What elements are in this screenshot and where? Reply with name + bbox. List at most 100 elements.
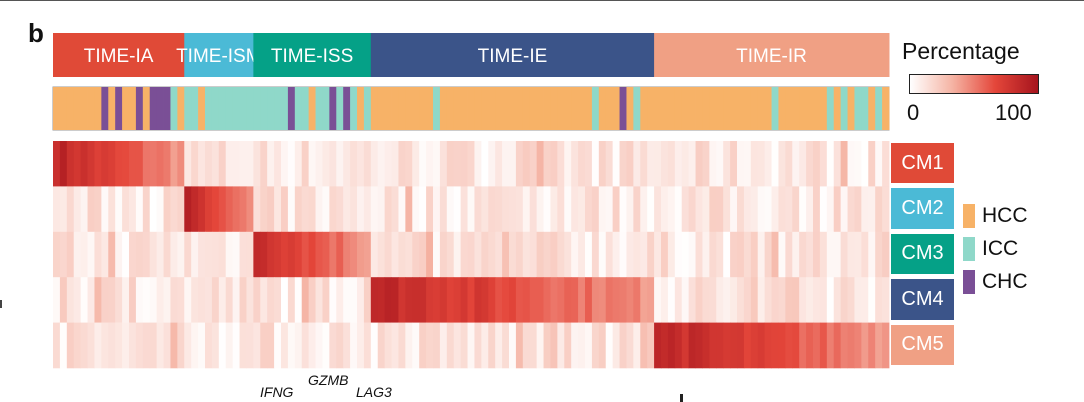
- heatmap-cell: [163, 141, 171, 187]
- heatmap-cell: [495, 231, 503, 278]
- heatmap-cell: [557, 231, 565, 278]
- heatmap-cell: [598, 277, 607, 323]
- heatmap-cell: [108, 231, 116, 278]
- heatmap-cell: [833, 322, 842, 369]
- heatmap-cell: [702, 186, 710, 233]
- heatmap-cell: [605, 277, 614, 323]
- heatmap-cell: [433, 186, 441, 233]
- heatmap-cell: [66, 231, 75, 278]
- type-cell: [115, 87, 123, 130]
- heatmap-cell: [301, 322, 310, 369]
- heatmap-cell: [799, 186, 807, 233]
- heatmap-cell: [799, 231, 807, 278]
- heatmap-cell: [467, 322, 475, 369]
- edge-tick-mark: [0, 300, 2, 308]
- heatmap-cell: [363, 277, 372, 323]
- heatmap-cell: [267, 231, 275, 278]
- heatmap-cell: [439, 277, 448, 323]
- heatmap-cell: [792, 231, 800, 278]
- type-cell: [743, 87, 752, 130]
- heatmap-cell: [619, 322, 627, 369]
- heatmap-cell: [474, 231, 482, 278]
- heatmap-cell: [654, 277, 662, 323]
- heatmap-cell: [591, 186, 600, 233]
- heatmap-cell: [377, 277, 386, 323]
- heatmap-cell: [225, 141, 234, 187]
- heatmap-cell: [453, 186, 462, 233]
- type-cell: [605, 87, 614, 130]
- heatmap-cell: [564, 141, 572, 187]
- heatmap-cell: [543, 186, 551, 233]
- group-bar-time-ir: [654, 33, 890, 77]
- heatmap-cell: [771, 141, 779, 187]
- type-cell: [522, 87, 531, 130]
- heatmap-cell: [232, 186, 240, 233]
- heatmap-cell: [536, 322, 544, 369]
- heatmap-cell: [495, 186, 503, 233]
- heatmap-cell: [661, 141, 669, 187]
- heatmap-cell: [764, 277, 772, 323]
- heatmap-cell: [709, 186, 717, 233]
- type-cell: [667, 87, 676, 130]
- heatmap-cell: [281, 322, 289, 369]
- heatmap-cell: [854, 277, 862, 323]
- heatmap-cell: [73, 186, 82, 233]
- type-cell: [384, 87, 392, 130]
- type-cell: [191, 87, 199, 130]
- group-label-time-iss: TIME-ISS: [271, 46, 353, 67]
- type-cell: [778, 87, 786, 130]
- heatmap-cell: [799, 322, 807, 369]
- heatmap-cell: [391, 231, 399, 278]
- type-cell: [398, 87, 406, 130]
- heatmap-cell: [322, 231, 330, 278]
- heatmap-cell: [730, 231, 738, 278]
- heatmap-cell: [826, 141, 835, 187]
- heatmap-cell: [847, 141, 855, 187]
- heatmap-cell: [598, 141, 607, 187]
- heatmap-cell: [819, 186, 828, 233]
- type-cell: [391, 87, 399, 130]
- heatmap-cell: [571, 186, 579, 233]
- heatmap-cell: [205, 277, 213, 323]
- heatmap-cell: [792, 186, 800, 233]
- type-cell: [308, 87, 316, 130]
- heatmap-cell: [322, 141, 330, 187]
- heatmap-cell: [543, 141, 551, 187]
- type-cell: [633, 87, 641, 130]
- heatmap-cell: [840, 231, 848, 278]
- type-cell: [702, 87, 710, 130]
- heatmap-cell: [813, 186, 821, 233]
- heatmap-cell: [695, 141, 703, 187]
- heatmap-cell: [398, 141, 406, 187]
- heatmap-cell: [460, 186, 468, 233]
- heatmap-cell: [253, 277, 261, 323]
- heatmap-cell: [433, 322, 441, 369]
- type-cell: [806, 87, 814, 130]
- heatmap-cell: [53, 141, 61, 187]
- heatmap-cell: [633, 277, 641, 323]
- heatmap-cell: [232, 141, 240, 187]
- heatmap-cell: [294, 141, 303, 187]
- group-label-time-ir: TIME-IR: [736, 46, 807, 67]
- type-cell: [681, 87, 690, 130]
- heatmap-cell: [591, 231, 600, 278]
- heatmap-cell: [875, 277, 883, 323]
- heatmap-cell: [135, 141, 144, 187]
- heatmap-cell: [281, 231, 289, 278]
- heatmap-cell: [246, 231, 254, 278]
- heatmap-cell: [674, 277, 683, 323]
- type-cell: [495, 87, 503, 130]
- heatmap-cell: [488, 231, 496, 278]
- heatmap-cell: [868, 186, 876, 233]
- heatmap-cell: [274, 186, 282, 233]
- heatmap-cell: [688, 277, 696, 323]
- heatmap-cell: [101, 141, 109, 187]
- heatmap-cell: [308, 277, 316, 323]
- heatmap-cell: [177, 141, 185, 187]
- heatmap-cell: [591, 141, 600, 187]
- heatmap-cell: [170, 322, 178, 369]
- heatmap-cell: [488, 277, 496, 323]
- type-cell: [260, 87, 268, 130]
- heatmap-cell: [695, 322, 703, 369]
- type-cell: [294, 87, 303, 130]
